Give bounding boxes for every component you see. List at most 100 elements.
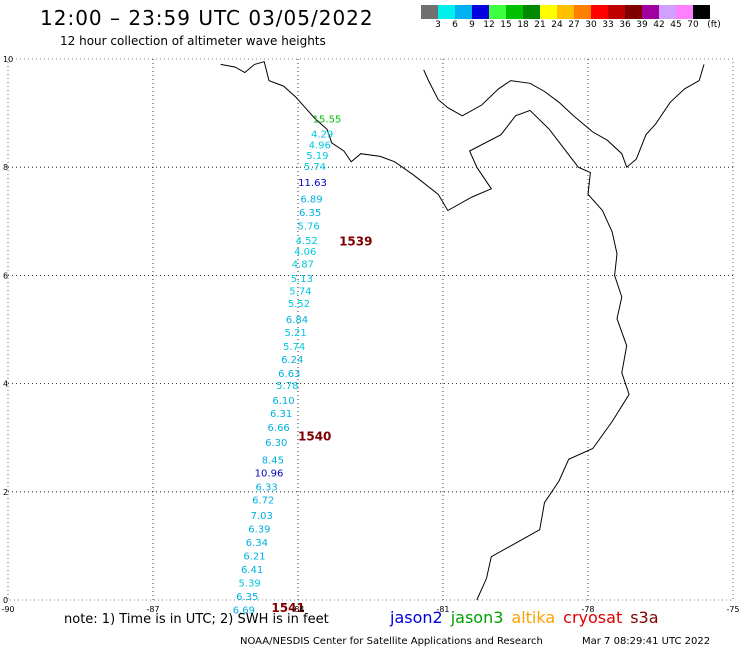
legend-swatch [421, 5, 438, 19]
wave-height-label: 6.72 [252, 496, 274, 507]
satellite-name: s3a [630, 608, 659, 627]
y-axis-tick-label: 10 [3, 55, 13, 64]
x-axis-tick-label: -81 [436, 605, 449, 614]
wave-height-label: 6.35 [236, 592, 258, 603]
wave-height-label: 5.19 [306, 151, 328, 162]
pacific-coastline [220, 61, 630, 601]
legend-label: 36 [619, 20, 631, 30]
wave-height-label: 5.74 [283, 342, 305, 353]
legend-swatch [540, 5, 557, 19]
satellite-legend: jason2 jason3 altika cryosat s3a [390, 608, 667, 627]
y-axis-tick-label: 0 [3, 596, 8, 605]
timestamp: Mar 7 08:29:41 UTC 2022 [582, 636, 711, 647]
wave-height-label: 4.06 [294, 247, 316, 258]
wave-height-label: 8.45 [262, 456, 284, 467]
legend-label: 42 [653, 20, 665, 30]
legend-label: 39 [636, 20, 648, 30]
legend-swatch [472, 5, 489, 19]
wave-height-label: 4.96 [309, 140, 331, 151]
orbit-pass-number: 1541 [271, 601, 304, 615]
plot-frame [7, 58, 734, 601]
legend-label: 12 [483, 20, 495, 30]
legend-swatch [455, 5, 472, 19]
legend-label: 3 [435, 20, 441, 30]
wave-height-label: 6.31 [270, 409, 292, 420]
legend-unit: (ft) [707, 20, 721, 30]
x-axis-tick-label: -75 [726, 605, 739, 614]
legend-label: 9 [469, 20, 475, 30]
wave-height-label: 6.34 [246, 538, 268, 549]
legend-color-bar [421, 5, 710, 19]
legend-label: 33 [602, 20, 614, 30]
satellite-name: cryosat [563, 608, 623, 627]
wave-height-label: 15.55 [313, 114, 342, 125]
legend-swatch [506, 5, 523, 19]
legend-label: 24 [551, 20, 563, 30]
wave-height-label: 6.39 [248, 524, 270, 535]
wave-height-label: 5.74 [289, 286, 311, 297]
wave-height-label: 6.63 [278, 369, 300, 380]
legend-swatch [574, 5, 591, 19]
x-axis-tick-label: -78 [581, 605, 594, 614]
wave-height-label: 6.30 [265, 438, 287, 449]
credit-text: NOAA/NESDIS Center for Satellite Applica… [240, 636, 543, 647]
legend-label: 15 [500, 20, 512, 30]
wave-height-label: 4.52 [296, 236, 318, 247]
legend-swatch [659, 5, 676, 19]
wave-height-label: 5.76 [298, 221, 320, 232]
wave-height-label: 5.39 [239, 578, 261, 589]
legend-swatch [625, 5, 642, 19]
x-axis-tick-label: -84 [291, 605, 304, 614]
legend-swatch [523, 5, 540, 19]
legend-swatch [591, 5, 608, 19]
legend-label: 27 [568, 20, 580, 30]
wave-height-label: 10.96 [255, 469, 284, 480]
x-axis-tick-label: -90 [1, 605, 14, 614]
wave-height-label: 6.66 [268, 423, 290, 434]
legend-label: 18 [517, 20, 529, 30]
wave-height-label: 6.89 [300, 194, 322, 205]
wave-height-label: 11.63 [298, 178, 327, 189]
legend-swatch [642, 5, 659, 19]
legend-label: 30 [585, 20, 597, 30]
wave-height-label: 6.24 [281, 355, 303, 366]
wave-height-label: 6.33 [255, 483, 277, 494]
wave-height-label: 5.74 [304, 162, 326, 173]
wave-height-label: 5.13 [291, 274, 313, 285]
y-axis-tick-label: 2 [3, 488, 8, 497]
legend-swatch [489, 5, 506, 19]
y-axis-tick-label: 6 [3, 271, 8, 280]
legend-swatch [693, 5, 710, 19]
wave-height-label: 7.03 [251, 511, 273, 522]
legend-swatch [676, 5, 693, 19]
orbit-pass-number: 1540 [298, 429, 331, 443]
footer-note: note: 1) Time is in UTC; 2) SWH is in fe… [64, 612, 329, 627]
legend-label: 45 [670, 20, 682, 30]
wave-height-label: 6.35 [299, 208, 321, 219]
wave-height-label: 6.41 [241, 565, 263, 576]
wave-height-label: 6.84 [286, 315, 308, 326]
wave-height-label: 5.21 [284, 328, 306, 339]
wave-height-label: 6.10 [272, 396, 294, 407]
wave-height-label: 6.69 [233, 606, 255, 617]
satellite-name: jason2 [390, 608, 443, 627]
page-subtitle: 12 hour collection of altimeter wave hei… [60, 34, 326, 48]
wave-height-label: 4.87 [292, 259, 314, 270]
satellite-name: altika [511, 608, 556, 627]
legend-label: 21 [534, 20, 546, 30]
wave-height-label: 6.21 [243, 551, 265, 562]
legend-swatch [557, 5, 574, 19]
y-axis-tick-label: 4 [3, 380, 8, 389]
wave-height-label: 5.52 [288, 299, 310, 310]
legend-swatch [438, 5, 455, 19]
orbit-pass-number: 1539 [339, 235, 372, 249]
x-axis-tick-label: -87 [146, 605, 159, 614]
y-axis-tick-label: 8 [3, 163, 8, 172]
page-title: 12:00 – 23:59 UTC 03/05/2022 [40, 6, 374, 30]
wave-height-label: 5.78 [276, 381, 298, 392]
legend-label: 70 [687, 20, 699, 30]
legend-label: 6 [452, 20, 458, 30]
caribbean-coastline [423, 64, 705, 169]
wave-height-label: 4.29 [311, 129, 333, 140]
